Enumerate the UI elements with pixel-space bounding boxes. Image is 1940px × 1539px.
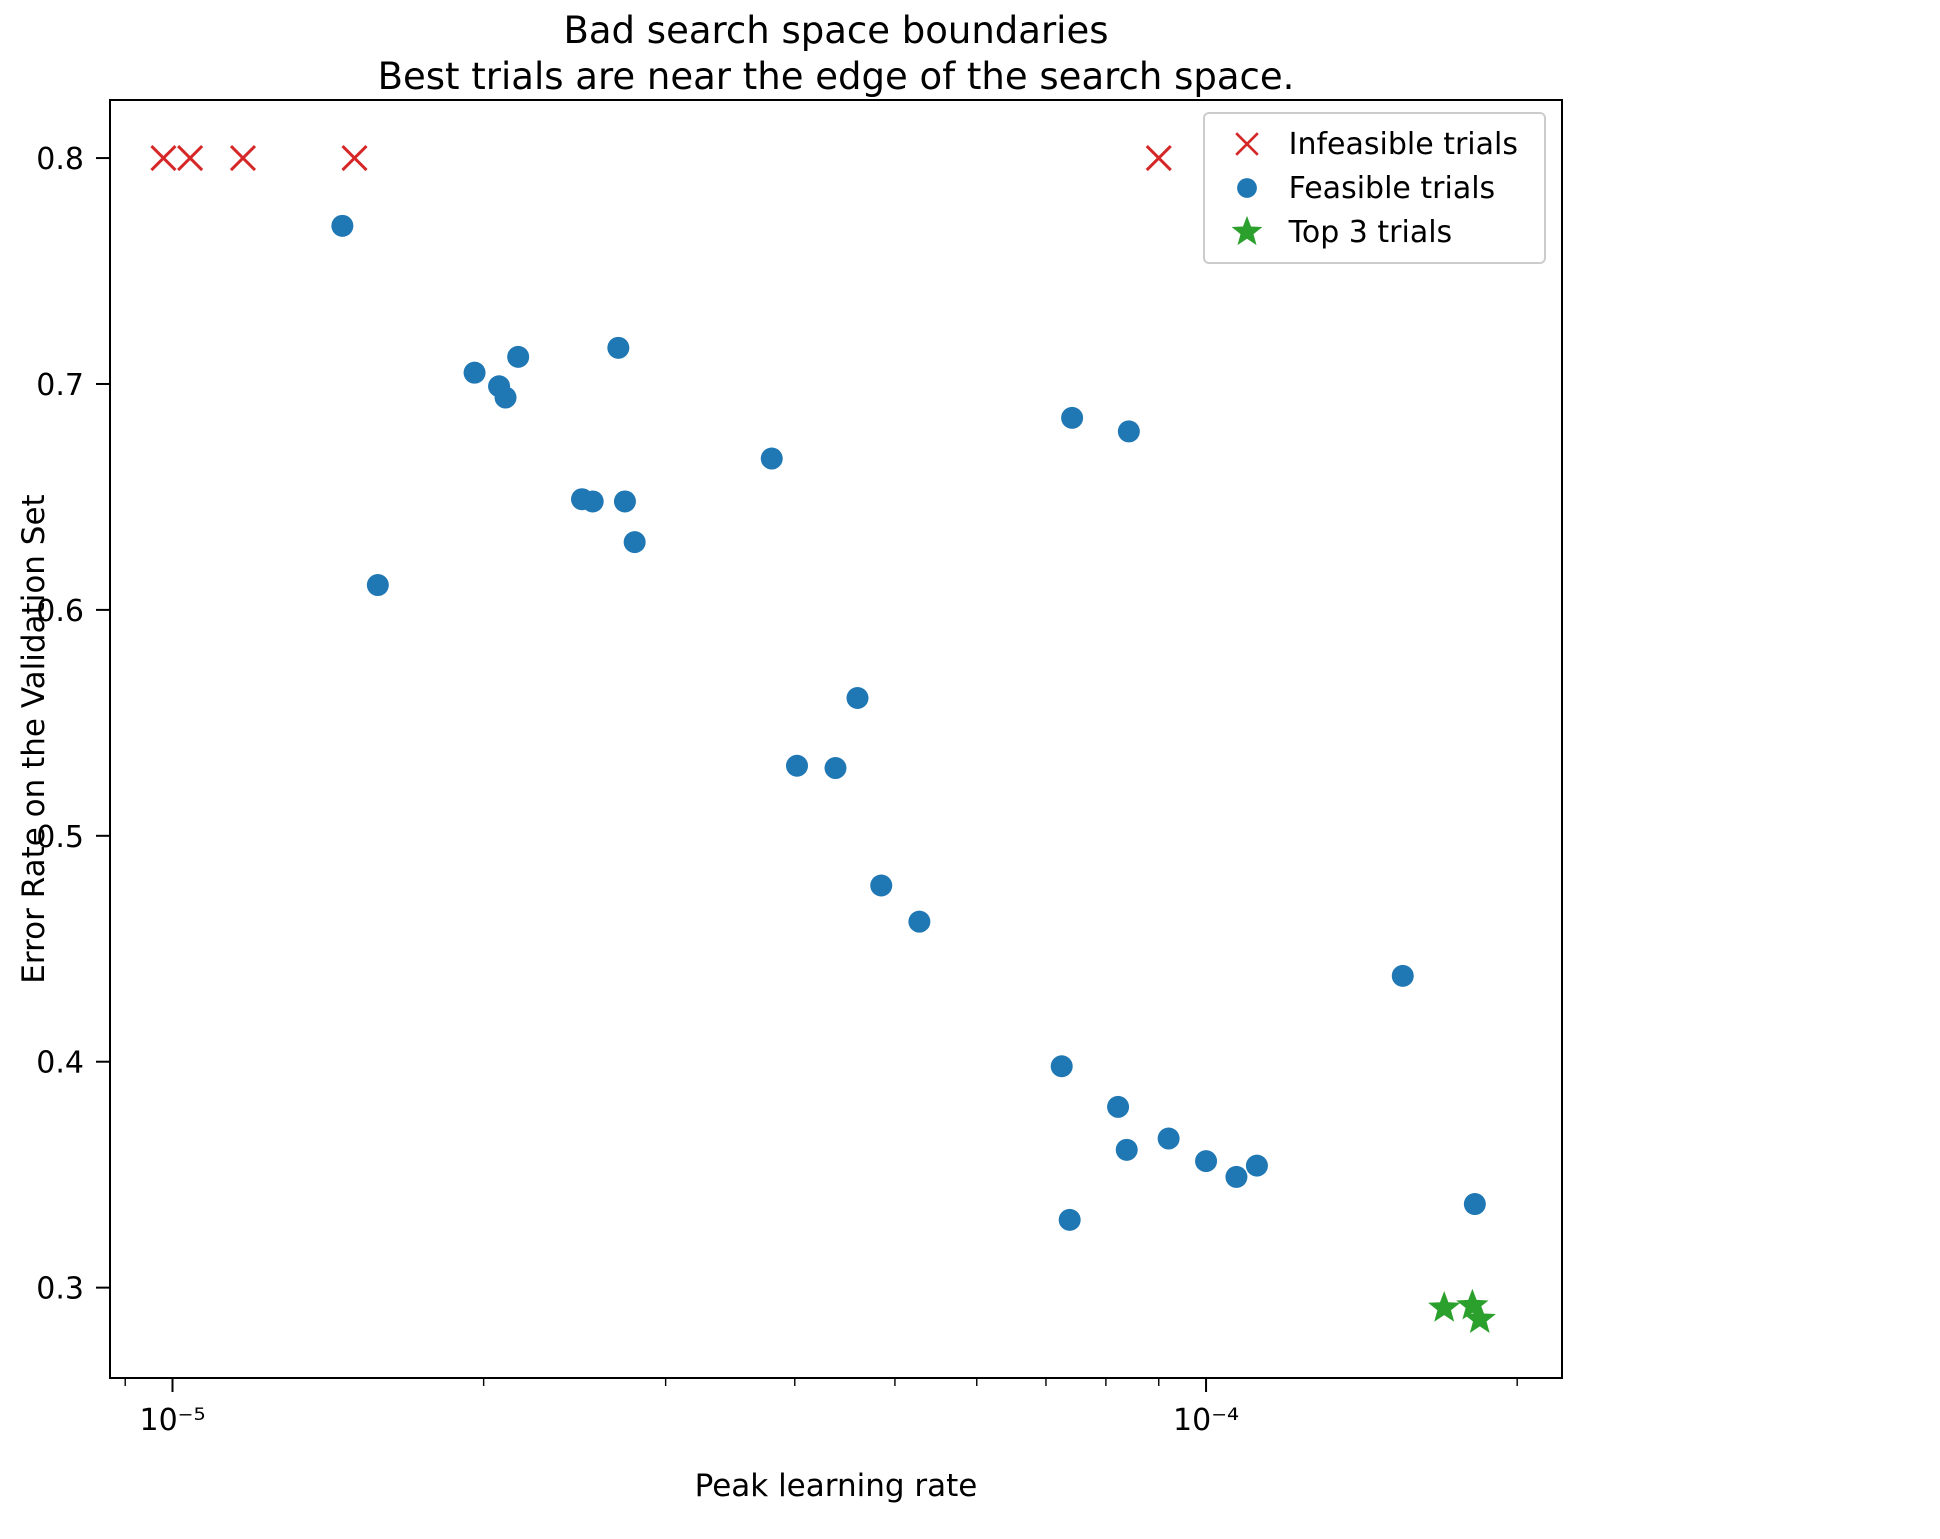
data-point: [1236, 178, 1257, 198]
data-point: [1463, 1302, 1496, 1333]
data-point: [1245, 1154, 1268, 1177]
legend-label-top3-trials: Top 3 trials: [1288, 214, 1453, 250]
series-infeasible_trials: [150, 144, 1172, 172]
data-point: [1391, 964, 1414, 987]
x-marker-icon: [1234, 132, 1259, 156]
axes-frame: [109, 99, 1563, 1379]
data-point: [229, 144, 257, 172]
y-tick-label: 0.5: [36, 820, 84, 855]
data-point: [1117, 420, 1140, 443]
data-point: [331, 214, 354, 237]
data-point: [870, 874, 893, 897]
data-point: [1225, 1165, 1248, 1188]
data-point: [1107, 1095, 1130, 1118]
legend-label-infeasible-trials: Infeasible trials: [1288, 126, 1518, 162]
data-point: [1428, 1291, 1461, 1322]
data-point: [366, 574, 389, 597]
data-point: [150, 144, 177, 172]
data-point: [607, 336, 630, 359]
legend-item-top3-trials: Top 3 trials: [1219, 214, 1518, 250]
data-point: [786, 754, 809, 777]
data-point: [1157, 1127, 1180, 1150]
data-point: [1115, 1138, 1138, 1161]
series-top3_trials: [1428, 1288, 1496, 1333]
data-point: [1195, 1150, 1218, 1173]
data-point: [494, 386, 517, 409]
data-point: [908, 910, 931, 933]
legend-label-feasible-trials: Feasible trials: [1288, 170, 1496, 206]
data-point: [507, 345, 530, 368]
legend: Infeasible trials Feasible trials Top 3 …: [1202, 112, 1546, 264]
y-tick-label: 0.4: [36, 1046, 84, 1081]
data-point: [1231, 215, 1263, 246]
y-tick-label: 0.6: [36, 594, 84, 629]
data-point: [1058, 1208, 1081, 1231]
data-point: [581, 490, 604, 513]
y-tick-label: 0.3: [36, 1272, 84, 1307]
title-block: Bad search space boundaries Best trials …: [110, 8, 1562, 100]
legend-item-infeasible-trials: Infeasible trials: [1219, 126, 1518, 162]
y-axis-label: Error Rate on the Validation Set: [16, 494, 52, 984]
dot-marker-icon: [1236, 178, 1257, 198]
data-point: [623, 531, 646, 554]
star-marker-icon: [1231, 215, 1263, 246]
legend-item-feasible-trials: Feasible trials: [1219, 170, 1518, 206]
series-feasible_trials: [331, 214, 1486, 1231]
x-tick-label: 10⁻⁴: [1173, 1403, 1239, 1438]
data-point: [1061, 406, 1084, 429]
data-point: [1234, 132, 1259, 156]
data-point: [1050, 1055, 1073, 1078]
data-point: [846, 686, 869, 709]
data-point: [1145, 144, 1172, 172]
x-tick-label: 10⁻⁵: [139, 1403, 205, 1438]
data-point: [463, 361, 486, 384]
data-point: [1456, 1288, 1489, 1320]
data-point: [341, 144, 368, 172]
x-axis-label: Peak learning rate: [694, 1468, 978, 1504]
y-tick-label: 0.7: [36, 368, 84, 403]
data-point: [177, 144, 204, 172]
data-point: [613, 490, 636, 513]
chart-title: Bad search space boundaries: [563, 9, 1109, 52]
data-point: [1463, 1193, 1486, 1216]
data-point: [824, 757, 847, 780]
chart-subtitle: Best trials are near the edge of the sea…: [377, 55, 1295, 98]
y-tick-label: 0.8: [36, 142, 84, 177]
data-point: [760, 447, 783, 470]
